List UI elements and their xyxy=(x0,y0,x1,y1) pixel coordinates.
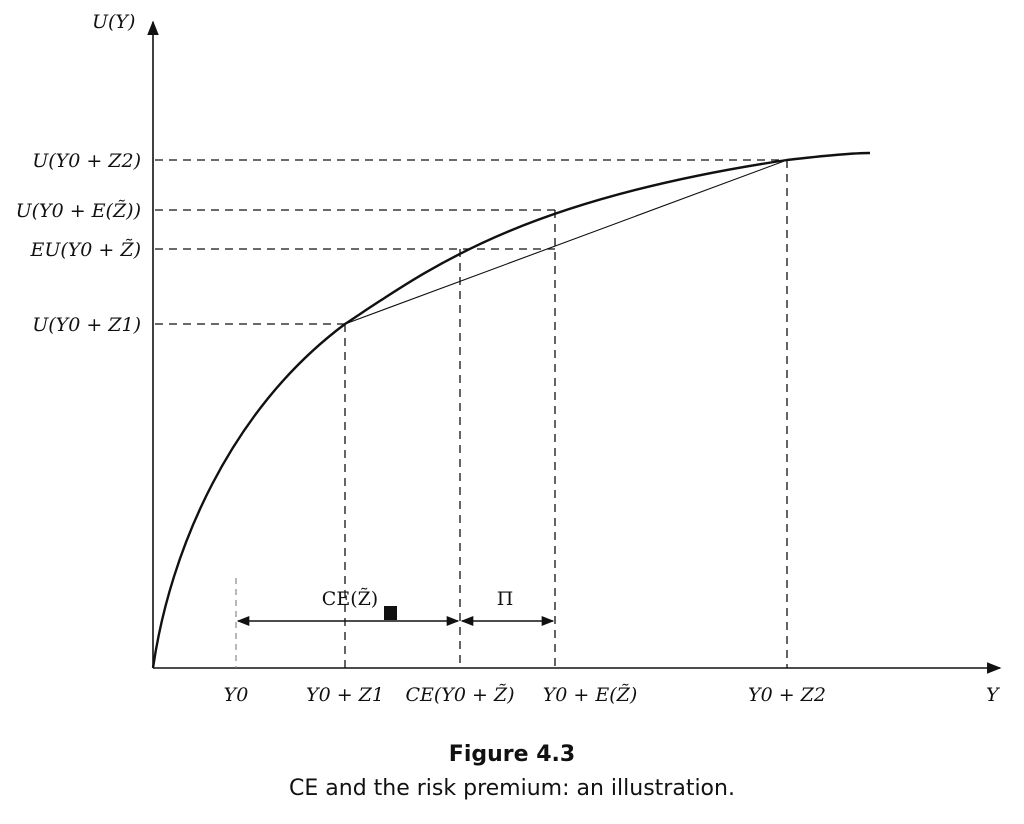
stray-marker xyxy=(384,606,397,620)
x-tick-y0-z1: Y0 + Z1 xyxy=(306,684,384,706)
pi-bracket-label: Π xyxy=(497,588,514,610)
ce-bracket-label: CE(Z̃) xyxy=(322,588,378,610)
x-axis-label: Y xyxy=(986,684,1001,706)
figure-caption-title: Figure 4.3 xyxy=(448,742,576,767)
x-tick-ce-y0-z: CE(Y0 + Z̃) xyxy=(405,684,514,706)
x-tick-y0-z2: Y0 + Z2 xyxy=(748,684,826,706)
expected-utility-chord xyxy=(344,159,788,325)
y-tick-u-y0-ez: U(Y0 + E(Z̃)) xyxy=(16,200,141,222)
y-axis-label: U(Y) xyxy=(92,11,135,33)
y-tick-u-y0-z1: U(Y0 + Z1) xyxy=(32,314,141,336)
figure-caption-text: CE and the risk premium: an illustration… xyxy=(289,776,735,801)
utility-curve xyxy=(151,151,871,669)
x-tick-y0-ez: Y0 + E(Z̃) xyxy=(543,684,638,706)
y-tick-u-y0-z2: U(Y0 + Z2) xyxy=(32,150,141,172)
x-tick-y0: Y0 xyxy=(224,684,249,706)
y-tick-eu-y0-z: EU(Y0 + Z̃) xyxy=(29,239,141,261)
